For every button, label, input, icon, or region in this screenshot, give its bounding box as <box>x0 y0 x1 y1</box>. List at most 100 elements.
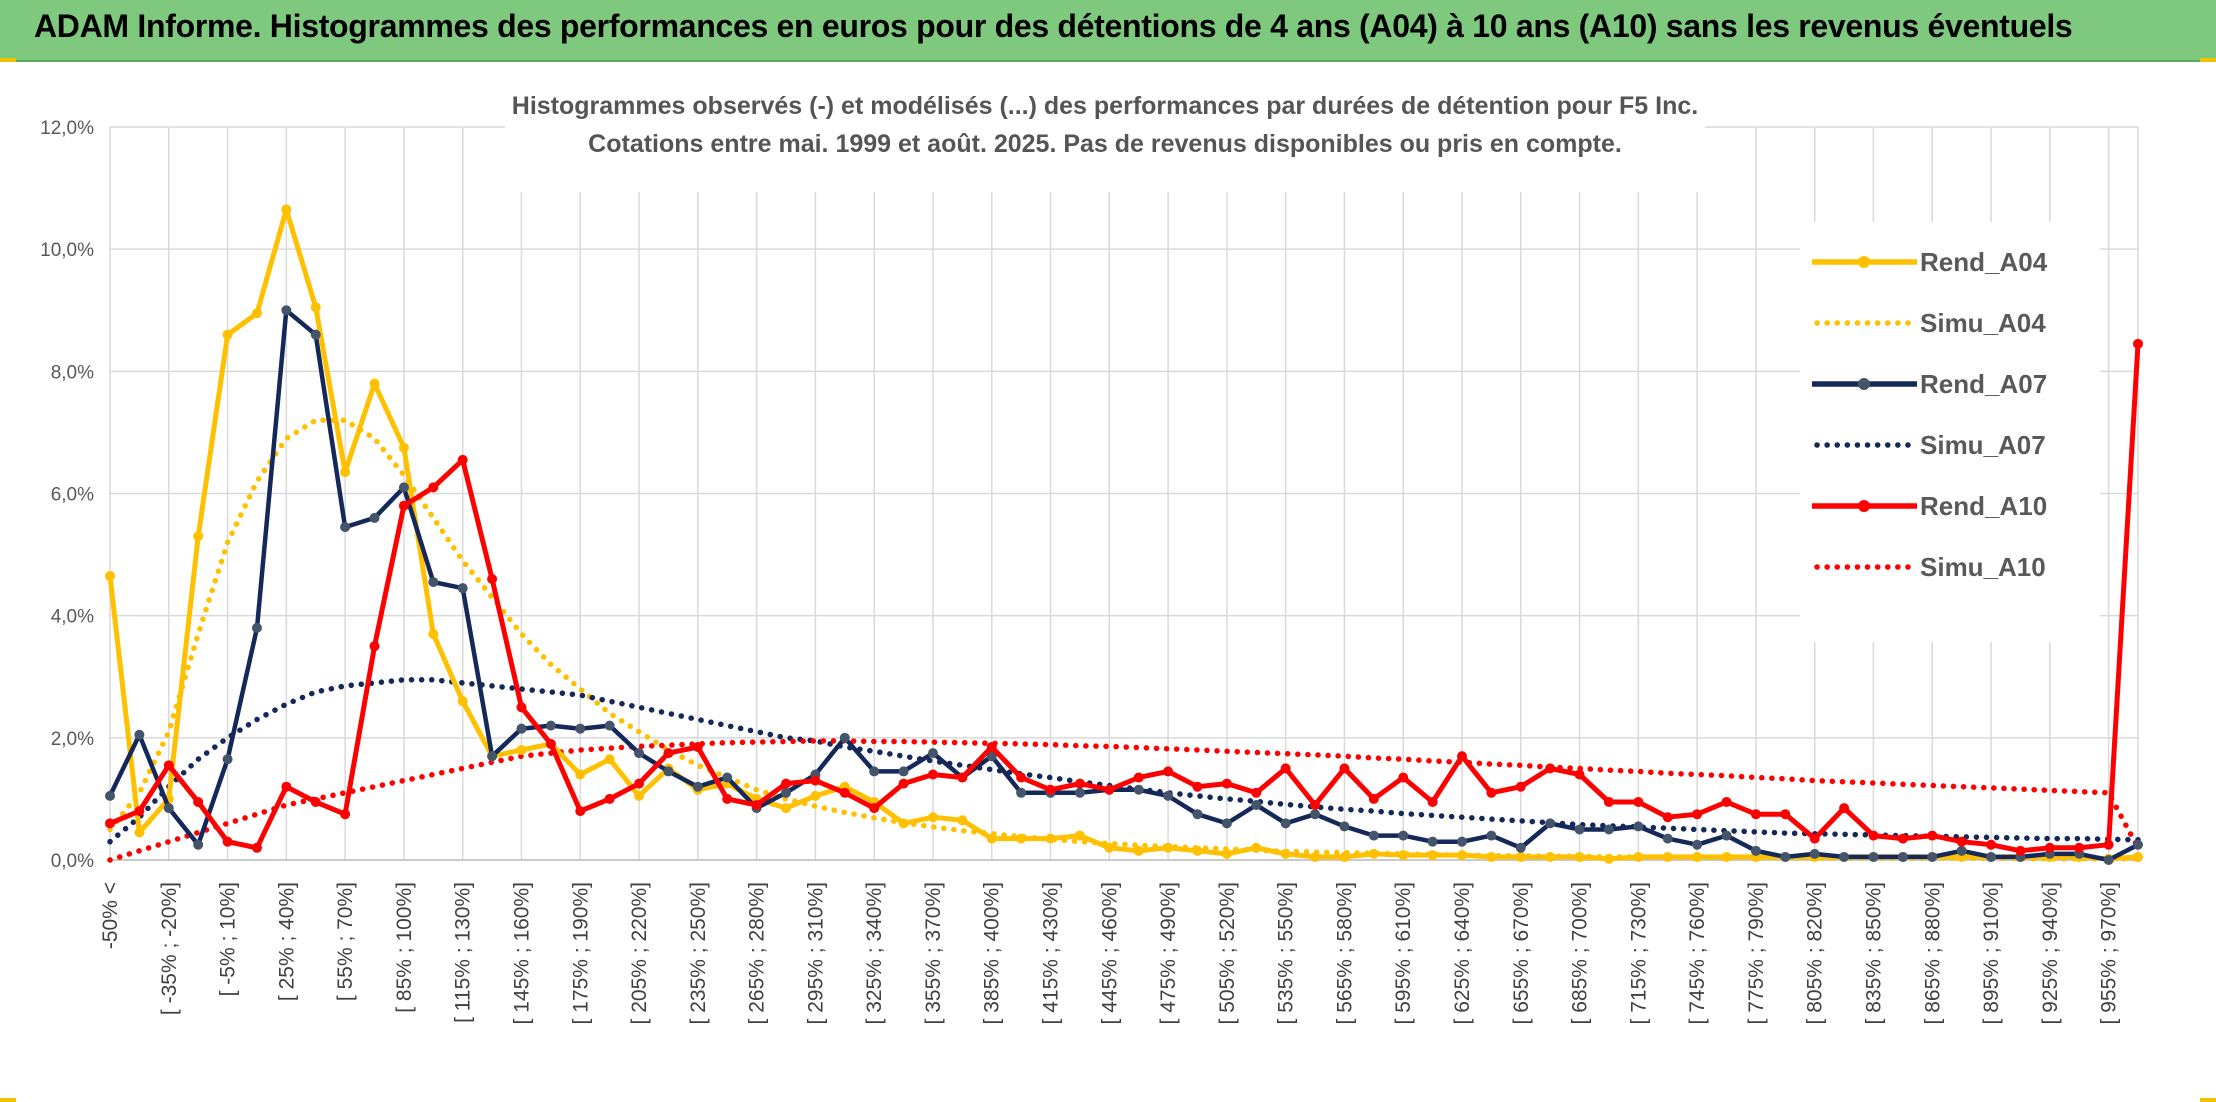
data-point-rend-a07 <box>1457 836 1467 847</box>
data-point-rend-a04 <box>516 745 527 756</box>
data-point-rend-a04 <box>1515 851 1526 862</box>
x-tick-label: [ -5% ; 10%] <box>217 882 240 996</box>
data-point-rend-a10 <box>1839 803 1850 814</box>
histogram-chart: 0,0% 2,0% 4,0% 6,0% 8,0% 10,0% 12,0% -50% < [ -… <box>40 84 2143 1024</box>
x-tick-label: [ 415% ; 430%] <box>1040 882 1063 1024</box>
data-point-rend-a07 <box>1251 800 1262 811</box>
data-point-rend-a07 <box>398 482 409 493</box>
data-point-rend-a10 <box>1310 800 1321 811</box>
legend-marker-rend-a04 <box>1858 256 1870 268</box>
data-point-rend-a10 <box>1721 796 1732 807</box>
data-point-rend-a04 <box>1486 851 1497 862</box>
data-point-rend-a10 <box>663 748 674 759</box>
data-point-rend-a04 <box>369 378 380 389</box>
report-header: ADAM Informe. Histogrammes des performan… <box>0 0 2216 62</box>
x-tick-label: [ 265% ; 280%] <box>746 882 769 1024</box>
data-point-rend-a10 <box>163 760 174 771</box>
data-point-rend-a04 <box>1545 851 1556 862</box>
corner-accent-left <box>0 58 16 62</box>
data-point-rend-a07 <box>986 751 997 762</box>
data-point-rend-a10 <box>1427 796 1438 807</box>
legend-label-simu-a07: Simu_A07 <box>1920 430 2046 460</box>
data-point-rend-a07 <box>604 720 615 731</box>
data-point-rend-a10 <box>927 769 938 780</box>
data-point-rend-a07 <box>1721 830 1732 841</box>
x-tick-label: [ 355% ; 370%] <box>922 882 945 1024</box>
data-point-rend-a10 <box>1486 787 1497 798</box>
data-point-rend-a07 <box>1486 830 1497 841</box>
data-point-rend-a04 <box>781 803 791 814</box>
data-point-rend-a07 <box>1839 851 1850 862</box>
data-point-rend-a04 <box>1104 842 1115 853</box>
data-point-rend-a04 <box>1280 848 1291 859</box>
data-point-rend-a07 <box>310 329 321 340</box>
chart-series <box>105 204 2143 865</box>
data-point-rend-a07 <box>1868 851 1879 862</box>
data-point-rend-a04 <box>1192 845 1203 856</box>
data-point-rend-a10 <box>1750 809 1761 820</box>
data-point-rend-a10 <box>2133 338 2143 349</box>
data-point-rend-a04 <box>398 442 409 453</box>
data-point-rend-a04 <box>1045 833 1056 844</box>
data-point-rend-a07 <box>692 781 703 792</box>
data-point-rend-a07 <box>1310 809 1321 820</box>
x-tick-label: [ 865% ; 880%] <box>1921 882 1944 1024</box>
y-axis-ticks: 0,0% 2,0% 4,0% 6,0% 8,0% 10,0% 12,0% <box>40 118 94 872</box>
data-point-rend-a04 <box>1310 851 1321 862</box>
data-point-rend-a04 <box>457 696 468 707</box>
data-point-rend-a07 <box>2133 839 2143 850</box>
legend-marker-rend-a07 <box>1858 378 1870 390</box>
data-point-rend-a04 <box>251 308 262 319</box>
data-point-rend-a04 <box>281 204 292 215</box>
data-point-rend-a07 <box>516 723 527 734</box>
data-point-rend-a07 <box>1545 818 1556 829</box>
data-point-rend-a07 <box>251 622 262 633</box>
data-point-rend-a04 <box>957 815 968 826</box>
x-tick-label: [ 85% ; 100%] <box>393 882 416 1013</box>
x-tick-label: [ 625% ; 640%] <box>1451 882 1474 1024</box>
data-point-rend-a07 <box>2103 855 2114 865</box>
x-tick-label: [ 25% ; 40%] <box>275 882 298 1001</box>
x-tick-label: [ 775% ; 790%] <box>1745 882 1768 1024</box>
data-point-rend-a10 <box>428 482 439 493</box>
data-point-rend-a07 <box>457 583 468 594</box>
data-point-rend-a10 <box>545 738 556 749</box>
data-point-rend-a10 <box>722 793 733 804</box>
data-point-rend-a04 <box>193 531 204 542</box>
y-tick-label: 0,0% <box>51 851 94 872</box>
x-tick-label: [ 835% ; 850%] <box>1862 882 1885 1024</box>
series-line-simu-a10 <box>107 738 2141 863</box>
data-point-rend-a07 <box>1368 830 1379 841</box>
series-line-rend-a10 <box>109 343 2141 854</box>
corner-accent-right <box>2200 58 2216 62</box>
corner-accent-bottom-right <box>2200 1098 2216 1102</box>
data-point-rend-a07 <box>1280 818 1291 829</box>
data-point-rend-a10 <box>1192 781 1203 792</box>
data-point-rend-a07 <box>1133 784 1144 795</box>
data-point-rend-a04 <box>1398 850 1409 861</box>
data-point-rend-a10 <box>2074 842 2085 853</box>
data-point-rend-a07 <box>1927 851 1938 862</box>
data-point-rend-a10 <box>810 775 821 786</box>
data-point-rend-a07 <box>105 790 115 801</box>
data-point-rend-a10 <box>134 806 145 817</box>
data-point-rend-a04 <box>310 302 321 313</box>
data-point-rend-a10 <box>751 800 762 811</box>
data-point-rend-a04 <box>575 769 586 780</box>
data-point-rend-a07 <box>927 748 938 759</box>
data-point-rend-a07 <box>1574 824 1585 835</box>
data-point-rend-a10 <box>634 778 645 789</box>
x-tick-label: [ 925% ; 940%] <box>2039 882 2062 1024</box>
x-tick-label: [ 445% ; 460%] <box>1098 882 1121 1024</box>
data-point-rend-a10 <box>1868 830 1879 841</box>
data-point-rend-a10 <box>1457 751 1467 762</box>
data-point-rend-a07 <box>663 766 674 777</box>
data-point-rend-a07 <box>1603 824 1614 835</box>
data-point-rend-a10 <box>1927 830 1938 841</box>
data-point-rend-a04 <box>1574 851 1585 862</box>
data-point-rend-a10 <box>1163 766 1174 777</box>
x-tick-label: [ 565% ; 580%] <box>1333 882 1356 1024</box>
data-point-rend-a10 <box>575 806 586 817</box>
data-point-rend-a04 <box>604 754 615 765</box>
